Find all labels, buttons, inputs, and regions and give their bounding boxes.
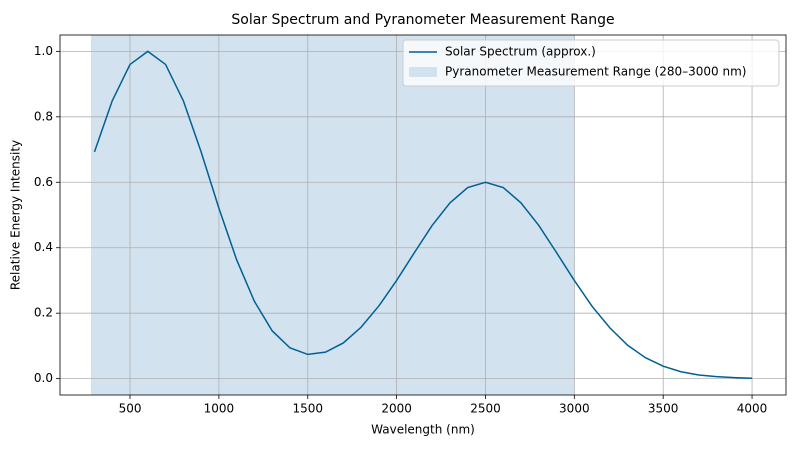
x-tick-label: 3000 (559, 402, 590, 416)
y-tick-label: 0.0 (34, 371, 53, 385)
x-axis-label: Wavelength (nm) (371, 423, 475, 437)
plot-frame (59, 34, 787, 396)
data-line (93, 50, 753, 380)
y-tick-label: 0.6 (34, 175, 53, 189)
y-tick-label: 1.0 (34, 44, 53, 58)
y-tick-label: 0.8 (34, 109, 53, 123)
legend-label: Pyranometer Measurement Range (280–3000 … (445, 65, 746, 79)
measurement-span (90, 35, 575, 395)
x-tick-label: 500 (119, 402, 142, 416)
legend-box (402, 39, 780, 87)
y-axis-label: Relative Energy Intensity (9, 140, 23, 290)
legend: Solar Spectrum (approx.) Pyranometer Meas… (402, 39, 780, 87)
x-tick-label: 2500 (470, 402, 501, 416)
x-tick-label: 3500 (648, 402, 679, 416)
x-tick-label: 1500 (292, 402, 323, 416)
chart-title: Solar Spectrum and Pyranometer Measureme… (231, 12, 614, 28)
x-tick-label: 1000 (204, 402, 235, 416)
legend-label: Solar Spectrum (approx.) (445, 45, 596, 59)
x-tick-label: 4000 (737, 402, 768, 416)
x-tick-label: 2000 (381, 402, 412, 416)
y-tick-label: 0.4 (34, 240, 53, 254)
legend-swatch (409, 67, 437, 77)
y-tick-label: 0.2 (34, 306, 53, 320)
